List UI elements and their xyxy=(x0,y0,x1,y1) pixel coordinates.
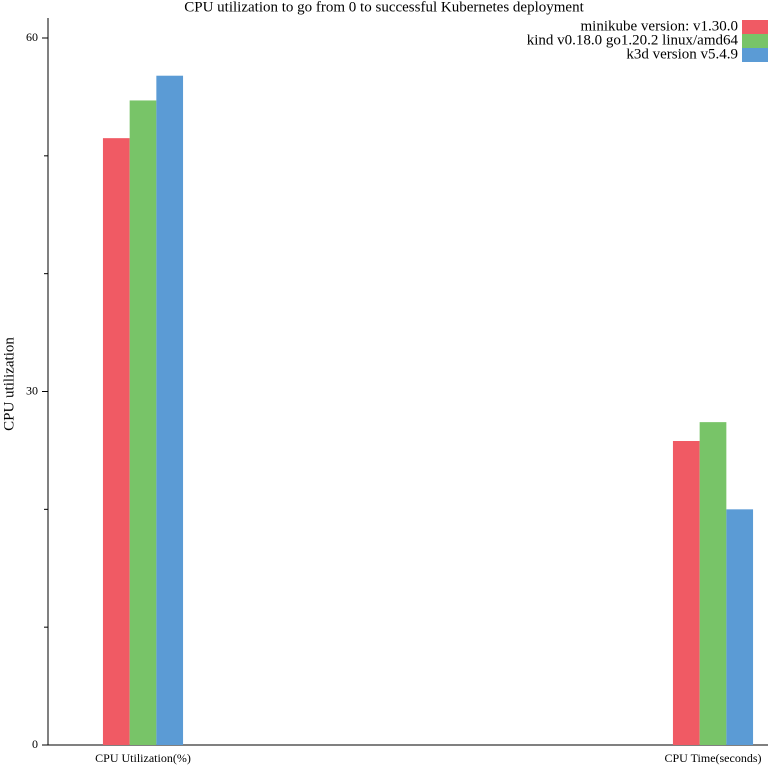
y-axis-label: CPU utilization xyxy=(1,337,17,431)
bar xyxy=(726,509,754,745)
y-tick-label: 0 xyxy=(32,737,38,751)
legend-swatch xyxy=(742,48,768,62)
y-tick-label: 30 xyxy=(26,383,38,397)
bar xyxy=(129,100,157,746)
chart-title: CPU utilization to go from 0 to successf… xyxy=(184,0,584,15)
bar xyxy=(156,75,184,745)
x-tick-label: CPU Utilization(%) xyxy=(95,751,191,765)
legend-label: minikube version: v1.30.0 xyxy=(581,18,739,34)
legend-label: kind v0.18.0 go1.20.2 linux/amd64 xyxy=(527,32,739,48)
legend-label: k3d version v5.4.9 xyxy=(626,46,738,62)
bar xyxy=(672,440,700,745)
bar xyxy=(699,422,727,745)
legend-swatch xyxy=(742,34,768,48)
x-tick-label: CPU Time(seconds) xyxy=(664,751,761,765)
legend-swatch xyxy=(742,20,768,34)
bar xyxy=(102,138,130,746)
y-tick-label: 60 xyxy=(26,30,38,44)
